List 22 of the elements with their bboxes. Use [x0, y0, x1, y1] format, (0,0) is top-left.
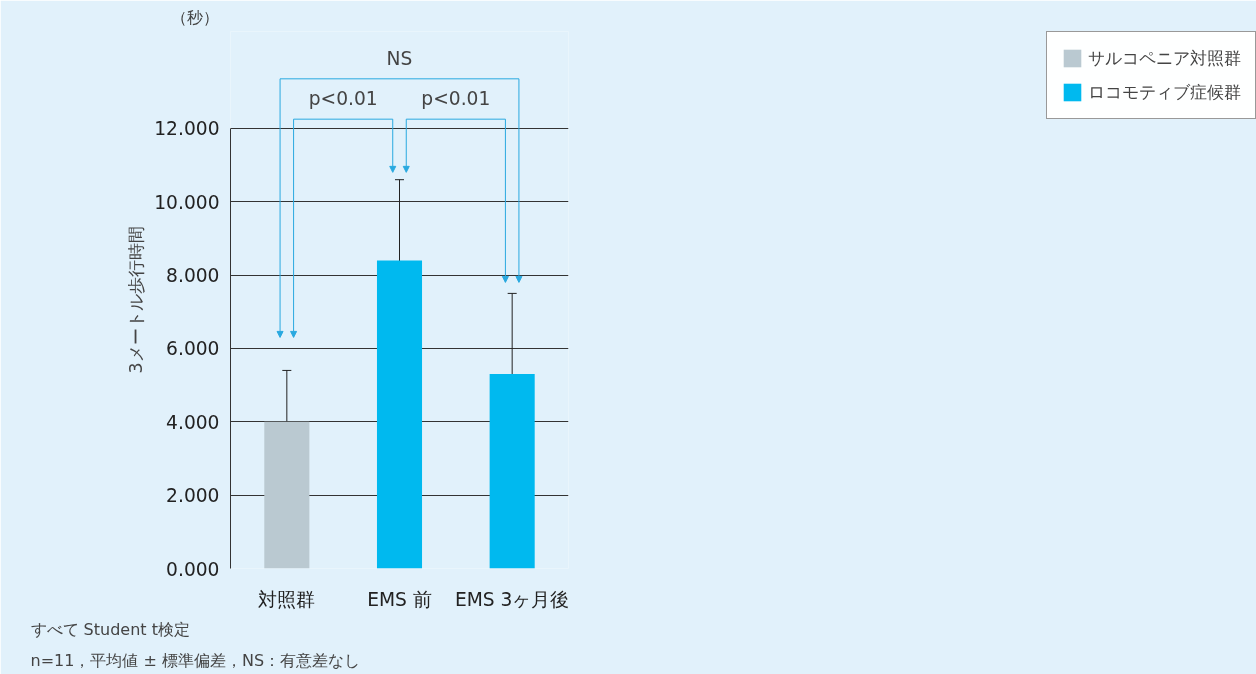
- y-tick-label: 6.000: [166, 338, 220, 360]
- legend-label: ロコモティブ症候群: [1088, 81, 1241, 104]
- bar: [489, 374, 535, 569]
- text: （秒）: [170, 7, 219, 27]
- y-tick-label: 12.000: [154, 118, 220, 140]
- y-tick-label: 0.000: [166, 558, 220, 580]
- text: p<0.01: [308, 88, 378, 110]
- y-tick-label: 4.000: [166, 411, 220, 433]
- x-tick-label: EMS 3ヶ月後: [454, 588, 570, 610]
- x-tick-label: EMS 前: [367, 588, 432, 610]
- y-tick-label: 2.000: [166, 485, 220, 507]
- text: p<0.01: [421, 88, 491, 110]
- text: NS: [386, 47, 413, 69]
- y-axis-title: 3メートル歩行時間: [126, 226, 147, 374]
- bar: [376, 260, 423, 569]
- y-tick-label: 10.000: [154, 191, 220, 213]
- text: n=11，平均値 ± 標準偏差，NS：有意差なし: [30, 650, 361, 670]
- y-tick-label: 8.000: [166, 265, 220, 287]
- x-tick-label: 対照群: [258, 588, 316, 610]
- legend-label: サルコペニア対照群: [1088, 47, 1241, 70]
- bar: [264, 421, 310, 569]
- text: すべて Student t検定: [30, 619, 190, 639]
